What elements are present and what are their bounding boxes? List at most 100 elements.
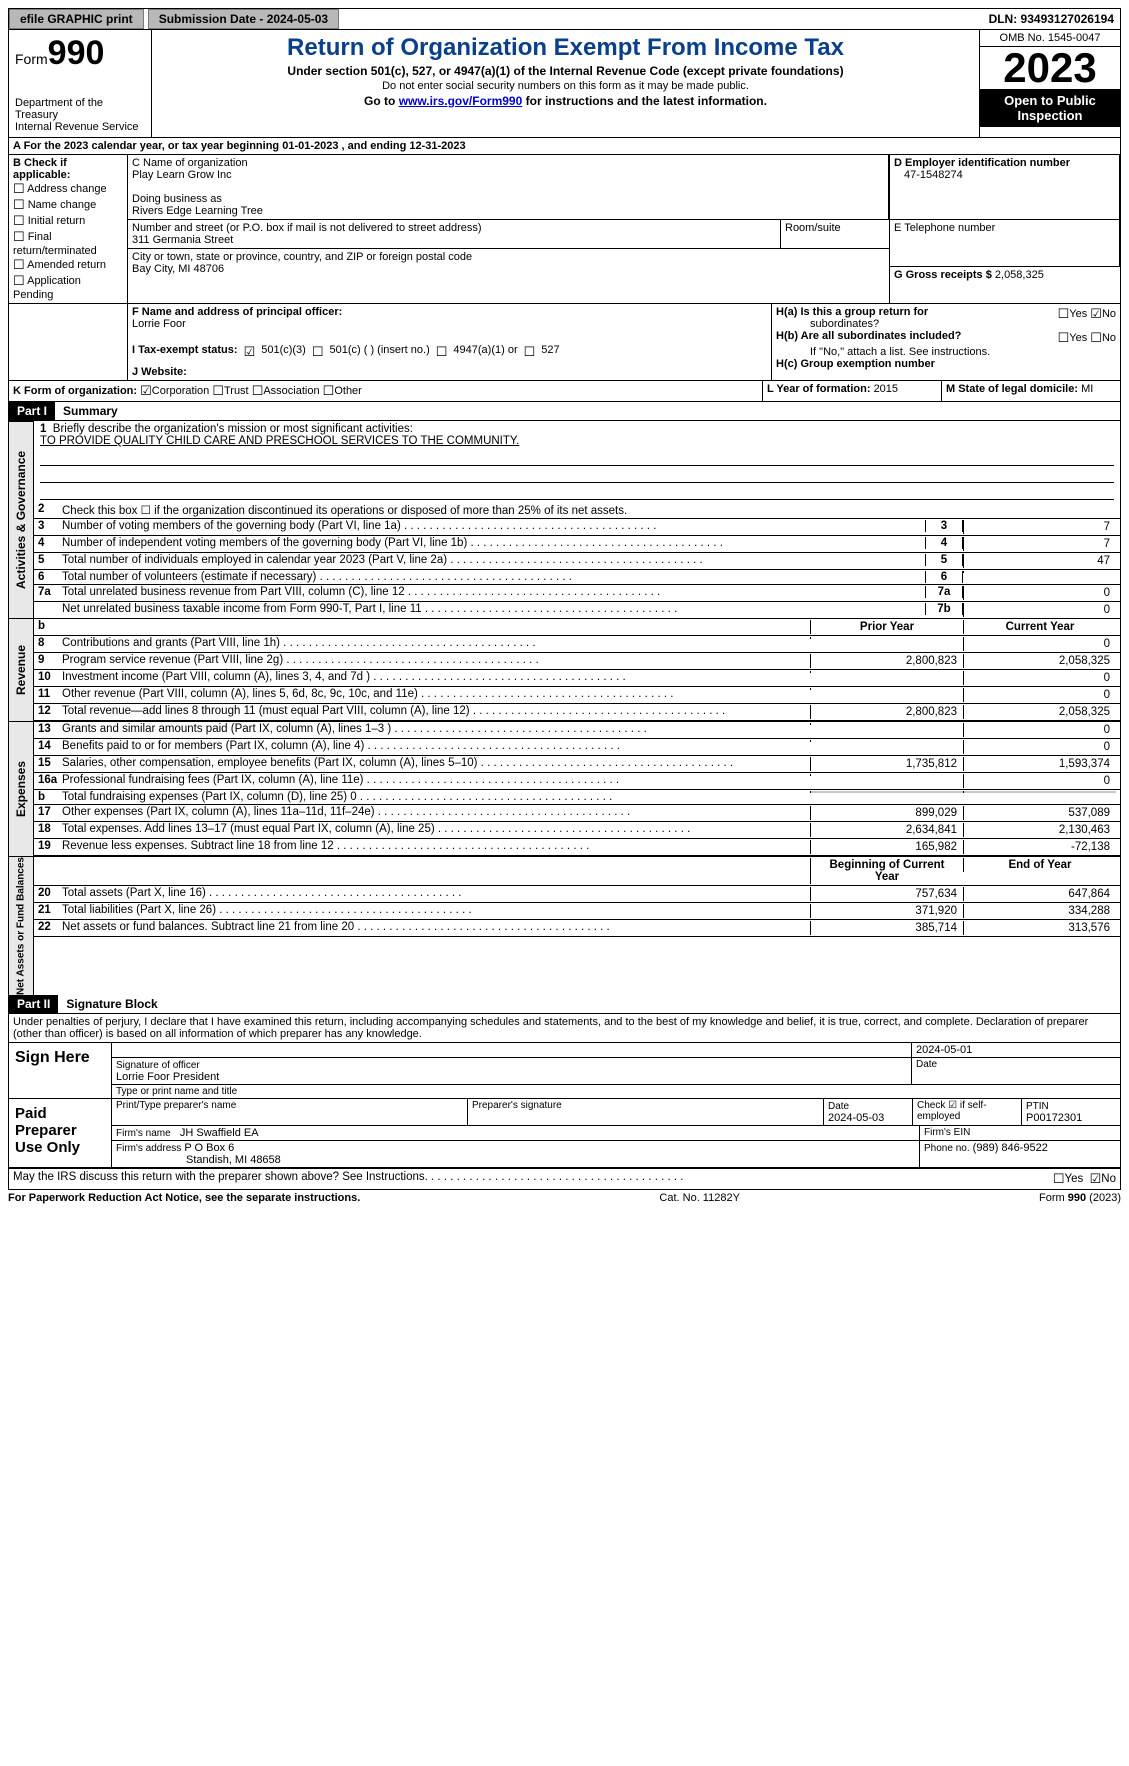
financial-line: 18Total expenses. Add lines 13–17 (must … xyxy=(34,822,1120,839)
check-trust[interactable]: ☐ xyxy=(212,383,224,398)
part1-header: Part ISummary xyxy=(8,402,1121,421)
sign-here-label: Sign Here xyxy=(9,1043,112,1098)
box-j-label: J Website: xyxy=(132,366,187,378)
box-b-item[interactable]: ☐ Name change xyxy=(13,197,123,213)
city: Bay City, MI 48706 xyxy=(132,263,224,275)
financial-line: 10Investment income (Part VIII, column (… xyxy=(34,670,1120,687)
city-label: City or town, state or province, country… xyxy=(132,251,472,263)
irs-link[interactable]: www.irs.gov/Form990 xyxy=(399,94,523,108)
page-footer: For Paperwork Reduction Act Notice, see … xyxy=(8,1190,1121,1204)
financial-line: 20Total assets (Part X, line 16)757,6346… xyxy=(34,886,1120,903)
summary-line: 7aTotal unrelated business revenue from … xyxy=(34,584,1120,601)
sign-here-block: Sign Here 2024-05-01 Signature of office… xyxy=(8,1043,1121,1169)
check-assoc[interactable]: ☐ xyxy=(252,383,264,398)
summary-line: 4Number of independent voting members of… xyxy=(34,535,1120,552)
box-b-item[interactable]: ☐ Amended return xyxy=(13,257,123,273)
vert-expenses: Expenses xyxy=(8,721,34,856)
gross-receipts: 2,058,325 xyxy=(995,269,1044,281)
dln-text: DLN: 93493127026194 xyxy=(983,10,1120,28)
discuss-row: May the IRS discuss this return with the… xyxy=(8,1169,1121,1190)
financial-line: 8Contributions and grants (Part VIII, li… xyxy=(34,636,1120,653)
financial-line: 17Other expenses (Part IX, column (A), l… xyxy=(34,805,1120,822)
ptin: P00172301 xyxy=(1026,1112,1082,1124)
check-501c[interactable]: ☐ xyxy=(312,344,324,360)
ha-no[interactable]: ☑ xyxy=(1090,306,1102,321)
check-501c3[interactable]: ☑ xyxy=(244,344,256,360)
dept-treasury: Department of the Treasury xyxy=(15,97,145,121)
firm-addr2: Standish, MI 48658 xyxy=(116,1154,281,1166)
officer-sig: Lorrie Foor President xyxy=(116,1071,219,1083)
vert-revenue: Revenue xyxy=(8,618,34,721)
section-revenue: Revenue bPrior YearCurrent Year 8Contrib… xyxy=(8,618,1121,721)
hc-label: H(c) Group exemption number xyxy=(776,358,935,370)
state-domicile: MI xyxy=(1081,383,1093,395)
self-employed-check[interactable]: Check ☑ if self-employed xyxy=(913,1099,1022,1125)
goto-note: Go to www.irs.gov/Form990 for instructio… xyxy=(160,94,971,108)
dba-label: Doing business as xyxy=(132,193,222,205)
efile-print-button[interactable]: efile GRAPHIC print xyxy=(9,9,144,29)
financial-line: 15Salaries, other compensation, employee… xyxy=(34,756,1120,773)
part2-header: Part IISignature Block xyxy=(8,995,1121,1014)
form-subtitle: Under section 501(c), 527, or 4947(a)(1)… xyxy=(160,64,971,78)
discuss-yes[interactable]: ☐ xyxy=(1053,1171,1065,1186)
summary-line: Net unrelated business taxable income fr… xyxy=(34,601,1120,618)
paid-preparer-label: Paid Preparer Use Only xyxy=(9,1099,112,1167)
box-b-item[interactable]: ☐ Final return/terminated xyxy=(13,229,123,257)
check-4947[interactable]: ☐ xyxy=(436,344,448,360)
financial-line: 12Total revenue—add lines 8 through 11 (… xyxy=(34,704,1120,721)
street-label: Number and street (or P.O. box if mail i… xyxy=(132,222,482,234)
street: 311 Germania Street xyxy=(132,234,233,246)
officer-group-block: F Name and address of principal officer:… xyxy=(8,304,1121,381)
sign-date: 2024-05-01 xyxy=(911,1043,1120,1057)
tax-year: 2023 xyxy=(980,47,1120,89)
financial-line: 19Revenue less expenses. Subtract line 1… xyxy=(34,839,1120,856)
vert-netassets: Net Assets or Fund Balances xyxy=(8,856,34,995)
hb-yes[interactable]: ☐ xyxy=(1058,330,1070,345)
form-header: Form990 Department of the Treasury Inter… xyxy=(8,30,1121,138)
ha-yes[interactable]: ☐ xyxy=(1058,306,1070,321)
form-title: Return of Organization Exempt From Incom… xyxy=(160,34,971,62)
hb-no[interactable]: ☐ xyxy=(1090,330,1102,345)
discuss-no[interactable]: ☑ xyxy=(1090,1171,1102,1186)
ein: 47-1548274 xyxy=(894,169,963,181)
section-activities: Activities & Governance 1 Briefly descri… xyxy=(8,421,1121,618)
box-b-item[interactable]: ☐ Address change xyxy=(13,181,123,197)
submission-date-button[interactable]: Submission Date - 2024-05-03 xyxy=(148,9,339,29)
year-formation: 2015 xyxy=(874,383,898,395)
summary-line: 3Number of voting members of the governi… xyxy=(34,518,1120,535)
section-netassets: Net Assets or Fund Balances Beginning of… xyxy=(8,856,1121,995)
hb-label: H(b) Are all subordinates included? xyxy=(776,330,961,342)
financial-line: bTotal fundraising expenses (Part IX, co… xyxy=(34,790,1120,805)
financial-line: 22Net assets or fund balances. Subtract … xyxy=(34,920,1120,937)
check-corp[interactable]: ☑ xyxy=(140,383,152,398)
org-name: Play Learn Grow Inc xyxy=(132,169,232,181)
org-info-block: B Check if applicable: ☐ Address change☐… xyxy=(8,155,1121,304)
financial-line: 21Total liabilities (Part X, line 26)371… xyxy=(34,903,1120,920)
hb-note: If "No," attach a list. See instructions… xyxy=(776,346,1116,358)
firm-addr1: P O Box 6 xyxy=(184,1142,234,1154)
box-d-label: D Employer identification number xyxy=(894,157,1070,169)
box-f-label: F Name and address of principal officer: xyxy=(132,306,342,318)
section-expenses: Expenses 13Grants and similar amounts pa… xyxy=(8,721,1121,856)
summary-line: 6Total number of volunteers (estimate if… xyxy=(34,569,1120,584)
box-k-label: K Form of organization: xyxy=(13,385,137,397)
box-i-label: I Tax-exempt status: xyxy=(132,344,238,360)
ha-label: H(a) Is this a group return for xyxy=(776,306,928,318)
box-b-item[interactable]: ☐ Initial return xyxy=(13,213,123,229)
ssn-note: Do not enter social security numbers on … xyxy=(160,80,971,92)
open-inspection: Open to Public Inspection xyxy=(980,89,1120,127)
financial-line: 11Other revenue (Part VIII, column (A), … xyxy=(34,687,1120,704)
financial-line: 14Benefits paid to or for members (Part … xyxy=(34,739,1120,756)
box-g-label: G Gross receipts $ xyxy=(894,269,995,281)
financial-line: 9Program service revenue (Part VIII, lin… xyxy=(34,653,1120,670)
prep-date: 2024-05-03 xyxy=(828,1112,884,1124)
check-other[interactable]: ☐ xyxy=(323,383,335,398)
box-c-label: C Name of organization xyxy=(132,157,248,169)
firm-name: JH Swaffield EA xyxy=(180,1127,259,1139)
irs-label: Internal Revenue Service xyxy=(15,121,145,133)
box-b-item[interactable]: ☐ Application Pending xyxy=(13,273,123,301)
declaration: Under penalties of perjury, I declare th… xyxy=(8,1014,1121,1043)
check-527[interactable]: ☐ xyxy=(524,344,536,360)
mission-text: TO PROVIDE QUALITY CHILD CARE AND PRESCH… xyxy=(40,435,519,447)
firm-phone: (989) 846-9522 xyxy=(973,1142,1048,1154)
